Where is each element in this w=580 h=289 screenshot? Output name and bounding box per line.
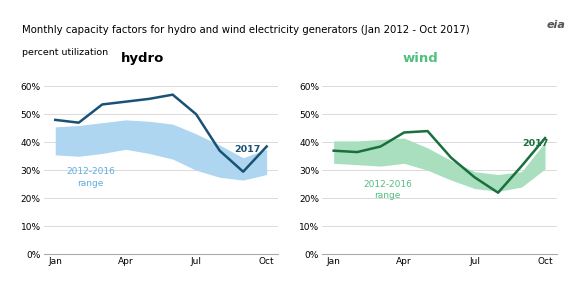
Text: percent utilization: percent utilization [23,48,108,57]
Text: eia: eia [546,20,566,30]
Text: wind: wind [403,52,438,65]
Text: 2017: 2017 [234,145,260,154]
Text: Monthly capacity factors for hydro and wind electricity generators (Jan 2012 - O: Monthly capacity factors for hydro and w… [23,25,470,35]
Text: 2012-2016
range: 2012-2016 range [363,180,412,200]
Text: 2012-2016
range: 2012-2016 range [66,168,115,188]
Text: hydro: hydro [121,52,164,65]
Text: 2017: 2017 [523,139,549,148]
